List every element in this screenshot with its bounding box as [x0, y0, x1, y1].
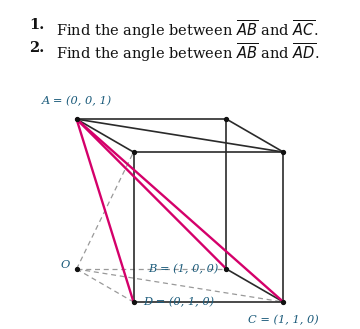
Text: O: O — [60, 260, 69, 270]
Text: Find the angle between $\overline{AB}$ and $\overline{AC}$.: Find the angle between $\overline{AB}$ a… — [56, 18, 318, 41]
Text: D = (0, 1, 0): D = (0, 1, 0) — [143, 297, 214, 307]
Text: C = (1, 1, 0): C = (1, 1, 0) — [248, 315, 319, 325]
Text: 2.: 2. — [29, 41, 44, 55]
Text: A = (0, 0, 1): A = (0, 0, 1) — [41, 96, 112, 107]
Text: Find the angle between $\overline{AB}$ and $\overline{AD}$.: Find the angle between $\overline{AB}$ a… — [56, 41, 319, 64]
Text: B = (1, 0, 0): B = (1, 0, 0) — [148, 264, 218, 274]
Text: 1.: 1. — [29, 18, 44, 32]
